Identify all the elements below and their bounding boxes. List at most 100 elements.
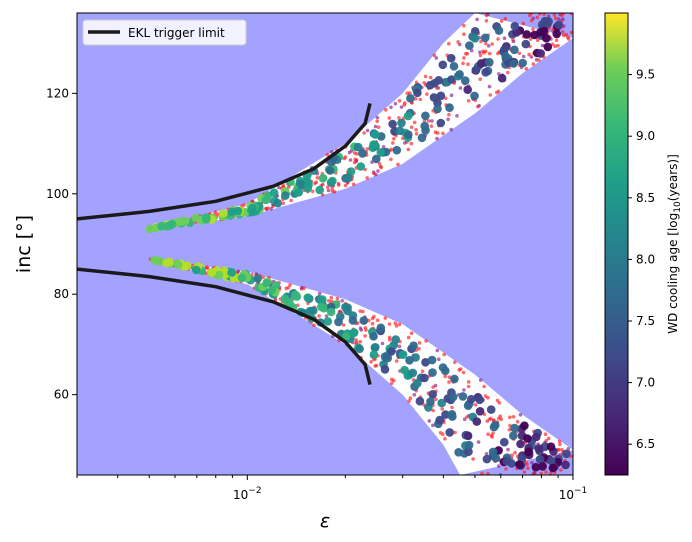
scatter-point-red xyxy=(414,132,419,136)
scatter-point-red xyxy=(375,318,380,323)
scatter-point-red xyxy=(409,331,414,336)
scatter-point-red xyxy=(406,147,411,152)
scatter-point-cooling-age xyxy=(405,356,414,365)
scatter-point-cooling-age xyxy=(383,353,393,363)
scatter-point-cooling-age xyxy=(441,410,450,419)
scatter-point-red xyxy=(491,431,495,436)
scatter-point-purple xyxy=(373,124,378,129)
scatter-point-red xyxy=(387,322,392,326)
scatter-point-purple xyxy=(449,127,454,132)
scatter-point-purple xyxy=(476,440,481,444)
scatter-point-red xyxy=(479,39,483,44)
scatter-point-red xyxy=(261,275,265,280)
scatter-point-red xyxy=(397,322,402,327)
scatter-point-red xyxy=(527,52,531,57)
scatter-point-red xyxy=(391,378,396,383)
scatter-point-cooling-age xyxy=(305,306,315,316)
scatter-point-purple xyxy=(458,86,463,90)
scatter-point-cooling-age xyxy=(536,49,545,58)
allowed-band-upper xyxy=(149,13,573,229)
scatter-point-cooling-age xyxy=(427,355,437,365)
scatter-point-red xyxy=(325,185,330,189)
scatter-point-cooling-age xyxy=(291,290,300,300)
scatter-point-red xyxy=(537,13,542,16)
scatter-point-cooling-age xyxy=(436,91,446,101)
scatter-point-cooling-age xyxy=(398,350,408,360)
scatter-point-red xyxy=(392,137,396,141)
scatter-point-red xyxy=(517,51,522,56)
scatter-point-purple xyxy=(478,50,482,54)
scatter-point-purple xyxy=(462,388,466,392)
scatter-point-purple xyxy=(469,48,474,53)
scatter-point-red xyxy=(408,91,412,95)
scatter-point-cooling-age xyxy=(510,45,519,55)
scatter-point-purple xyxy=(478,378,483,382)
scatter-point-red xyxy=(484,19,489,23)
scatter-point-red xyxy=(266,206,270,211)
scatter-point-purple xyxy=(375,115,380,120)
colorbar-tick-label: 9.5 xyxy=(636,68,655,82)
scatter-point-red xyxy=(352,151,357,155)
colorbar-gradient xyxy=(604,12,629,476)
scatter-point-cooling-age xyxy=(546,442,556,452)
scatter-point-red xyxy=(394,324,399,328)
scatter-point-red xyxy=(478,77,483,81)
scatter-point-red xyxy=(330,186,335,190)
scatter-point-cooling-age xyxy=(510,21,520,31)
scatter-point-cooling-age xyxy=(400,365,409,375)
scatter-point-cooling-age xyxy=(371,130,380,139)
scatter-point-red xyxy=(441,131,445,136)
scatter-point-purple xyxy=(486,44,491,48)
scatter-point-cooling-age xyxy=(359,316,369,325)
ekl-line-upper xyxy=(77,102,372,221)
scatter-point-purple xyxy=(458,42,462,47)
scatter-point-cooling-age xyxy=(428,390,438,399)
scatter-point-cooling-age xyxy=(425,80,435,90)
scatter-point-cooling-age xyxy=(355,344,364,354)
scatter-point-cooling-age xyxy=(415,396,425,406)
scatter-point-purple xyxy=(449,93,454,98)
scatter-point-red xyxy=(508,415,512,420)
scatter-point-cooling-age xyxy=(356,162,366,171)
scatter-point-cooling-age xyxy=(281,191,290,200)
scatter-point-red xyxy=(466,62,470,66)
scatter-point-red xyxy=(450,405,454,410)
scatter-point-cooling-age xyxy=(376,148,386,157)
scatter-point-cooling-age xyxy=(501,52,510,61)
scatter-point-red xyxy=(524,67,529,71)
scatter-point-red xyxy=(490,42,495,46)
scatter-point-cooling-age xyxy=(344,173,353,183)
scatter-point-cooling-age xyxy=(233,206,243,216)
scatter-point-red xyxy=(490,435,494,439)
scatter-point-red xyxy=(483,394,488,398)
scatter-point-purple xyxy=(376,169,380,173)
scatter-point-red xyxy=(373,364,378,368)
scatter-point-red xyxy=(354,338,358,342)
scatter-point-cooling-age xyxy=(173,260,183,269)
scatter-point-red xyxy=(432,53,437,58)
scatter-point-cooling-age xyxy=(522,30,532,39)
scatter-point-red xyxy=(480,471,484,475)
scatter-point-cooling-age xyxy=(421,358,430,367)
scatter-point-cooling-age xyxy=(202,215,211,224)
scatter-point-cooling-age xyxy=(369,140,379,150)
scatter-point-cooling-age xyxy=(409,341,418,351)
scatter-point-red xyxy=(312,323,316,328)
scatter-point-cooling-age xyxy=(404,130,413,139)
scatter-point-purple xyxy=(381,145,386,149)
scatter-point-purple xyxy=(540,43,545,48)
scatter-point-red xyxy=(408,396,413,401)
scatter-point-cooling-age xyxy=(491,453,501,463)
scatter-point-red xyxy=(513,450,517,455)
scatter-point-red xyxy=(330,189,335,193)
scatter-point-cooling-age xyxy=(227,268,237,277)
plot-area xyxy=(77,13,573,475)
scatter-point-purple xyxy=(365,128,370,133)
scatter-point-red xyxy=(342,156,347,161)
scatter-point-cooling-age xyxy=(426,397,435,407)
scatter-point-cooling-age xyxy=(470,91,479,101)
scatter-point-cooling-age xyxy=(408,368,418,378)
scatter-point-cooling-age xyxy=(500,45,509,54)
scatter-point-red xyxy=(542,13,546,17)
scatter-point-red xyxy=(317,314,321,318)
